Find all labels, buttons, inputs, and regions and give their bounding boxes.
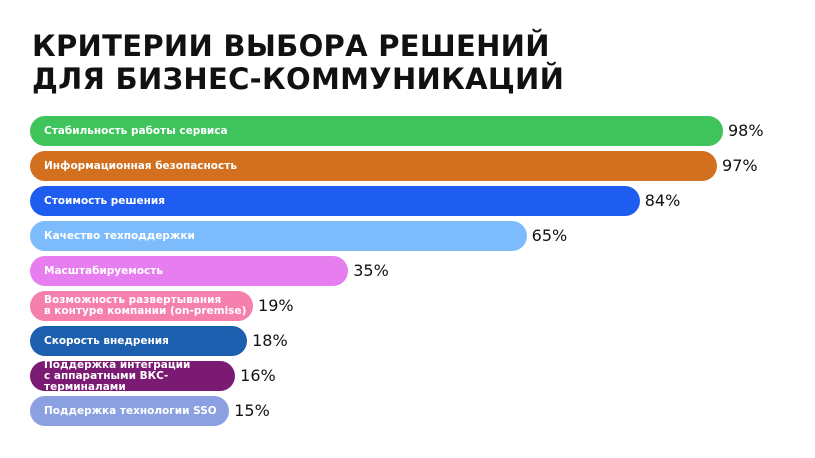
bar-label: Стоимость решения (44, 194, 166, 207)
bar: Поддержка технологии SSO (30, 396, 230, 426)
bar-label: Информационная безопасность (44, 159, 237, 172)
bar: Стабильность работы сервиса (30, 116, 723, 146)
value-label: 16% (240, 366, 276, 385)
value-label: 15% (234, 401, 270, 420)
bar: Информационная безопасность (30, 151, 718, 181)
bar: Скорость внедрения (30, 326, 248, 356)
value-label: 97% (722, 156, 758, 175)
bar-label: Масштабируемость (44, 264, 163, 277)
bar-label: Скорость внедрения (44, 334, 169, 347)
chart-title: КРИТЕРИИ ВЫБОРА РЕШЕНИЙ ДЛЯ БИЗНЕС-КОММУ… (32, 29, 565, 96)
bar: Поддержка интеграции с аппаратными ВКС-т… (30, 358, 236, 393)
value-label: 18% (252, 331, 288, 350)
value-label: 19% (258, 296, 294, 315)
value-label: 84% (644, 191, 681, 210)
bar: Масштабируемость (30, 256, 349, 286)
bar-label: Качество техподдержки (44, 229, 195, 242)
bar: Качество техподдержки (30, 221, 527, 251)
bar-label: Поддержка интеграции с аппаратными ВКС-т… (44, 358, 191, 393)
value-label: 35% (353, 261, 389, 280)
value-label: 98% (728, 121, 764, 140)
bar-label: Возможность развертывания в контуре комп… (44, 294, 247, 317)
value-label: 65% (531, 226, 568, 245)
bar-label: Поддержка технологии SSO (44, 404, 217, 417)
bar: Возможность развертывания в контуре комп… (30, 291, 254, 321)
bar: Стоимость решения (30, 186, 640, 216)
bar-label: Стабильность работы сервиса (44, 124, 228, 137)
